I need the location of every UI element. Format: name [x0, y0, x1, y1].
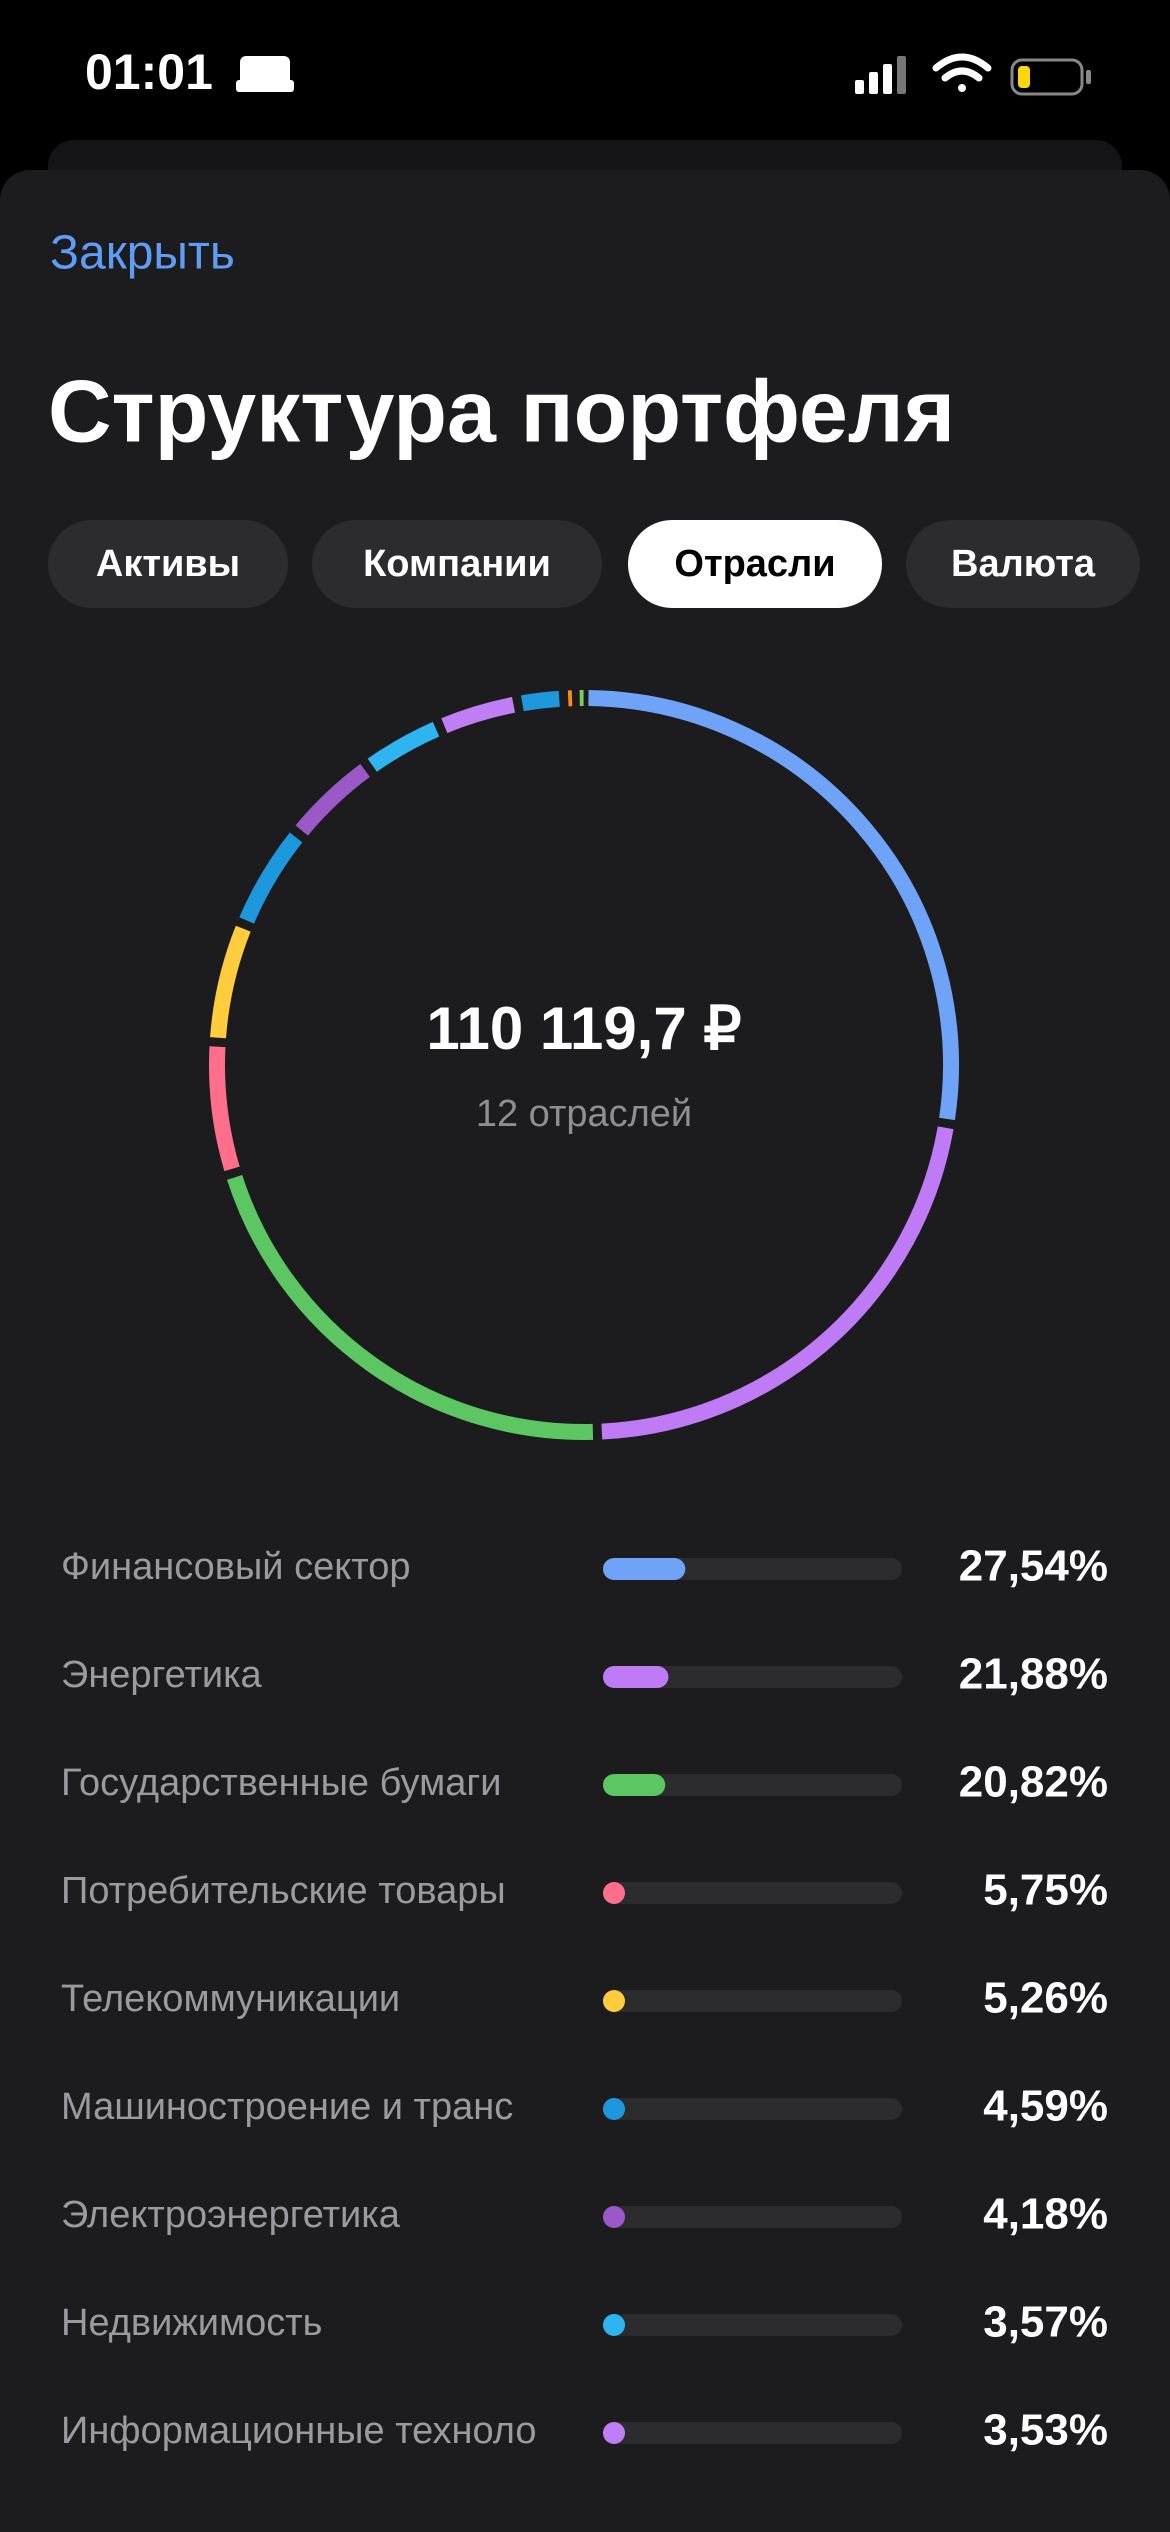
tab-background [48, 520, 288, 608]
industry-row[interactable]: Потребительские товары 5,75% [61, 1866, 1108, 1915]
tab-label: Активы [96, 543, 240, 585]
donut-segment [601, 1126, 954, 1440]
industry-list: Финансовый сектор 27,54% Энергетика 21,88% Г… [61, 1542, 1108, 2455]
tab-background [312, 520, 602, 608]
bar-track [603, 1990, 902, 2012]
bar-fill [603, 1558, 686, 1580]
close-button[interactable]: Закрыть [50, 227, 235, 280]
industry-row[interactable]: Недвижимость 3,57% [61, 2298, 1108, 2347]
bar-track [603, 2314, 902, 2336]
bar-fill [603, 2314, 625, 2336]
industry-share: 4,18% [983, 2190, 1108, 2239]
industry-share: 20,82% [959, 1758, 1108, 1807]
industry-row[interactable]: Государственные бумаги 20,82% [61, 1758, 1108, 1807]
industry-name: Электроэнергетика [61, 2194, 401, 2236]
industry-row[interactable]: Машиностроение и транс 4,59% [61, 2082, 1108, 2131]
donut-segment [239, 832, 303, 924]
donut-segment [367, 721, 440, 772]
wifi-icon [932, 53, 992, 92]
tab-bar: Активы Компании Отрасли Валюта [48, 520, 1140, 608]
sleep-icon [236, 56, 294, 92]
tab-background [628, 520, 882, 608]
industry-share: 5,26% [983, 1974, 1108, 2023]
donut-chart [209, 690, 959, 1440]
tab[interactable]: Компании [312, 520, 602, 608]
bar-fill [603, 2422, 625, 2444]
signal-icon [855, 56, 906, 94]
industry-row[interactable]: Телекоммуникации 5,26% [61, 1974, 1108, 2023]
donut-segment [441, 696, 516, 734]
bar-track [603, 1666, 902, 1688]
bar-track [603, 2422, 902, 2444]
donut-segment [210, 925, 251, 1039]
industry-row[interactable]: Электроэнергетика 4,18% [61, 2190, 1108, 2239]
industry-name: Энергетика [61, 1654, 263, 1696]
industry-name: Финансовый сектор [61, 1546, 411, 1588]
bar-track [603, 2206, 902, 2228]
tab[interactable]: Активы [48, 520, 288, 608]
sheet [0, 170, 1170, 2532]
tab[interactable]: Валюта [906, 520, 1140, 608]
industry-name: Недвижимость [61, 2302, 322, 2344]
industry-share: 21,88% [959, 1650, 1108, 1699]
industry-name: Потребительские товары [61, 1870, 506, 1912]
tab-background [906, 520, 1140, 608]
portfolio-total: 110 119,7 ₽ [426, 995, 741, 1062]
industry-name: Государственные бумаги [61, 1762, 501, 1804]
donut-segment [209, 1046, 240, 1172]
industry-name: Машиностроение и транс [61, 2086, 513, 2128]
donut-segment [227, 1174, 594, 1440]
industry-name: Телекоммуникации [61, 1978, 400, 2020]
donut-segment [588, 690, 959, 1121]
industry-share: 5,75% [983, 1866, 1108, 1915]
battery-icon [1010, 58, 1091, 96]
bar-fill [603, 2206, 625, 2228]
industry-share: 27,54% [959, 1542, 1108, 1591]
bar-fill [603, 1882, 625, 1904]
bar-fill [603, 1774, 666, 1796]
industry-share: 3,57% [983, 2298, 1108, 2347]
donut-segment [521, 690, 560, 712]
status-time: 01:01 [85, 44, 213, 100]
industry-row[interactable]: Финансовый сектор 27,54% [61, 1542, 1108, 1591]
bar-track [603, 2098, 902, 2120]
industry-name: Информационные техноло [61, 2410, 536, 2452]
bar-track [603, 1774, 902, 1796]
tab-label: Компании [363, 543, 551, 585]
industry-row[interactable]: Информационные техноло 3,53% [61, 2406, 1108, 2455]
tab-label: Отрасли [674, 543, 835, 585]
page-title: Структура портфеля [48, 361, 955, 460]
bar-fill [603, 1990, 625, 2012]
industry-row[interactable]: Энергетика 21,88% [61, 1650, 1108, 1699]
industry-count: 12 отраслей [476, 1093, 692, 1135]
industry-share: 4,59% [983, 2082, 1108, 2131]
tab[interactable]: Отрасли [628, 520, 882, 608]
bar-fill [603, 2098, 625, 2120]
industry-share: 3,53% [983, 2406, 1108, 2455]
bar-fill [603, 1666, 669, 1688]
donut-segment [295, 764, 370, 836]
bar-track [603, 1882, 902, 1904]
tab-label: Валюта [951, 543, 1096, 585]
